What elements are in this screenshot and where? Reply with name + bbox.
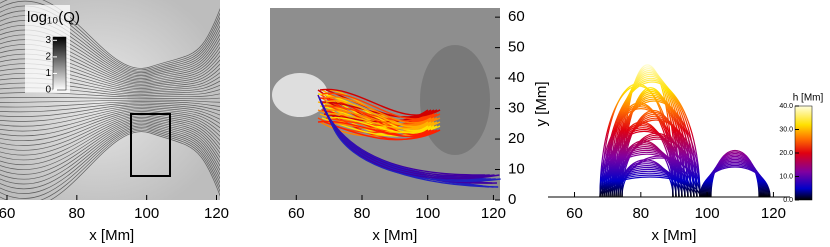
field-line [327, 113, 432, 130]
x-tick-label: 60 [0, 205, 15, 222]
x-tick-label: 60 [566, 205, 583, 222]
texture [0, 115, 220, 156]
x-axis-label: x [Mm] [89, 227, 134, 244]
texture [0, 111, 220, 142]
texture [0, 106, 220, 127]
field-line [319, 88, 438, 116]
texture [0, 96, 220, 100]
field-line [321, 92, 435, 120]
colorbar-tick-label: 40.0 [779, 103, 793, 110]
texture [0, 125, 220, 190]
loops [548, 8, 790, 198]
texture [0, 124, 220, 185]
colorbar-tick-label: 0.0 [783, 197, 793, 204]
x-tick-label: 120 [481, 205, 506, 222]
x-tick-label: 100 [695, 205, 720, 222]
colorbar-tick-label: 10.0 [779, 173, 793, 180]
texture [0, 118, 220, 165]
x-axis-label: x [Mm] [651, 227, 696, 244]
texture [0, 0, 220, 69]
panel-loop-heights: 60 80 100 120 x [Mm] 0.0 10.0 20.0 30.0 40.0h [Mm… [548, 8, 823, 244]
texture [0, 122, 220, 180]
colorbar-tick-label: 20.0 [779, 150, 793, 157]
colorbar-tick-label: 0 [45, 85, 51, 96]
x-tick-label: 60 [288, 205, 305, 222]
y-tick-label: 40 [508, 69, 525, 86]
x-axis-label: x [Mm] [372, 227, 417, 244]
y-tick-label: 60 [508, 8, 525, 25]
texture [0, 121, 220, 175]
field-line [325, 109, 435, 126]
texture [0, 0, 220, 71]
x-tick-label: 80 [354, 205, 371, 222]
zoom-box [130, 113, 171, 177]
colorbar-label: log₁₀(Q) [27, 9, 80, 26]
colorbar-tick-label: 30.0 [779, 126, 793, 133]
texture [49, 131, 220, 200]
field-line [330, 120, 501, 182]
y-tick-label: 20 [508, 130, 525, 147]
texture [0, 119, 220, 170]
y-tick-label: 0 [508, 191, 516, 208]
field-line [329, 117, 429, 134]
field-line [319, 97, 429, 136]
x-tick-label: 100 [415, 205, 440, 222]
x-tick-label: 100 [134, 205, 159, 222]
y-axis-label: y [Mm] [533, 82, 550, 127]
texture [0, 116, 220, 161]
texture [0, 129, 220, 200]
panel-q-map: 60 80 100 120 x [Mm] 3 2 1 0 log₁₀(Q) [0, 0, 229, 244]
texture [0, 126, 220, 195]
texture [0, 101, 220, 108]
colorbar-label: h [Mm] [793, 93, 824, 104]
colorbar-tick-label: 1 [45, 68, 51, 79]
x-tick-label: 120 [204, 205, 229, 222]
field-line [325, 100, 429, 128]
field-line [325, 113, 441, 127]
texture [0, 102, 220, 113]
texture [0, 112, 220, 146]
texture [0, 108, 220, 132]
texture [0, 109, 220, 137]
texture [0, 128, 220, 199]
field-line [323, 96, 432, 124]
colorbar-tick-label: 3 [45, 35, 51, 46]
x-tick-label: 120 [761, 205, 786, 222]
x-tick-label: 80 [68, 205, 85, 222]
texture [0, 99, 220, 103]
texture [0, 104, 220, 118]
x-tick-label: 80 [632, 205, 649, 222]
colorbar [52, 36, 67, 91]
y-tick-label: 30 [508, 100, 525, 117]
texture [0, 105, 220, 122]
y-tick-label: 10 [508, 160, 525, 177]
panel-field-lines: 60 80 100 120 x [Mm] 0 10 20 30 40 50 60 y [Mm] [270, 8, 550, 244]
colorbar-tick-label: 2 [45, 52, 51, 63]
y-tick-label: 50 [508, 39, 525, 56]
